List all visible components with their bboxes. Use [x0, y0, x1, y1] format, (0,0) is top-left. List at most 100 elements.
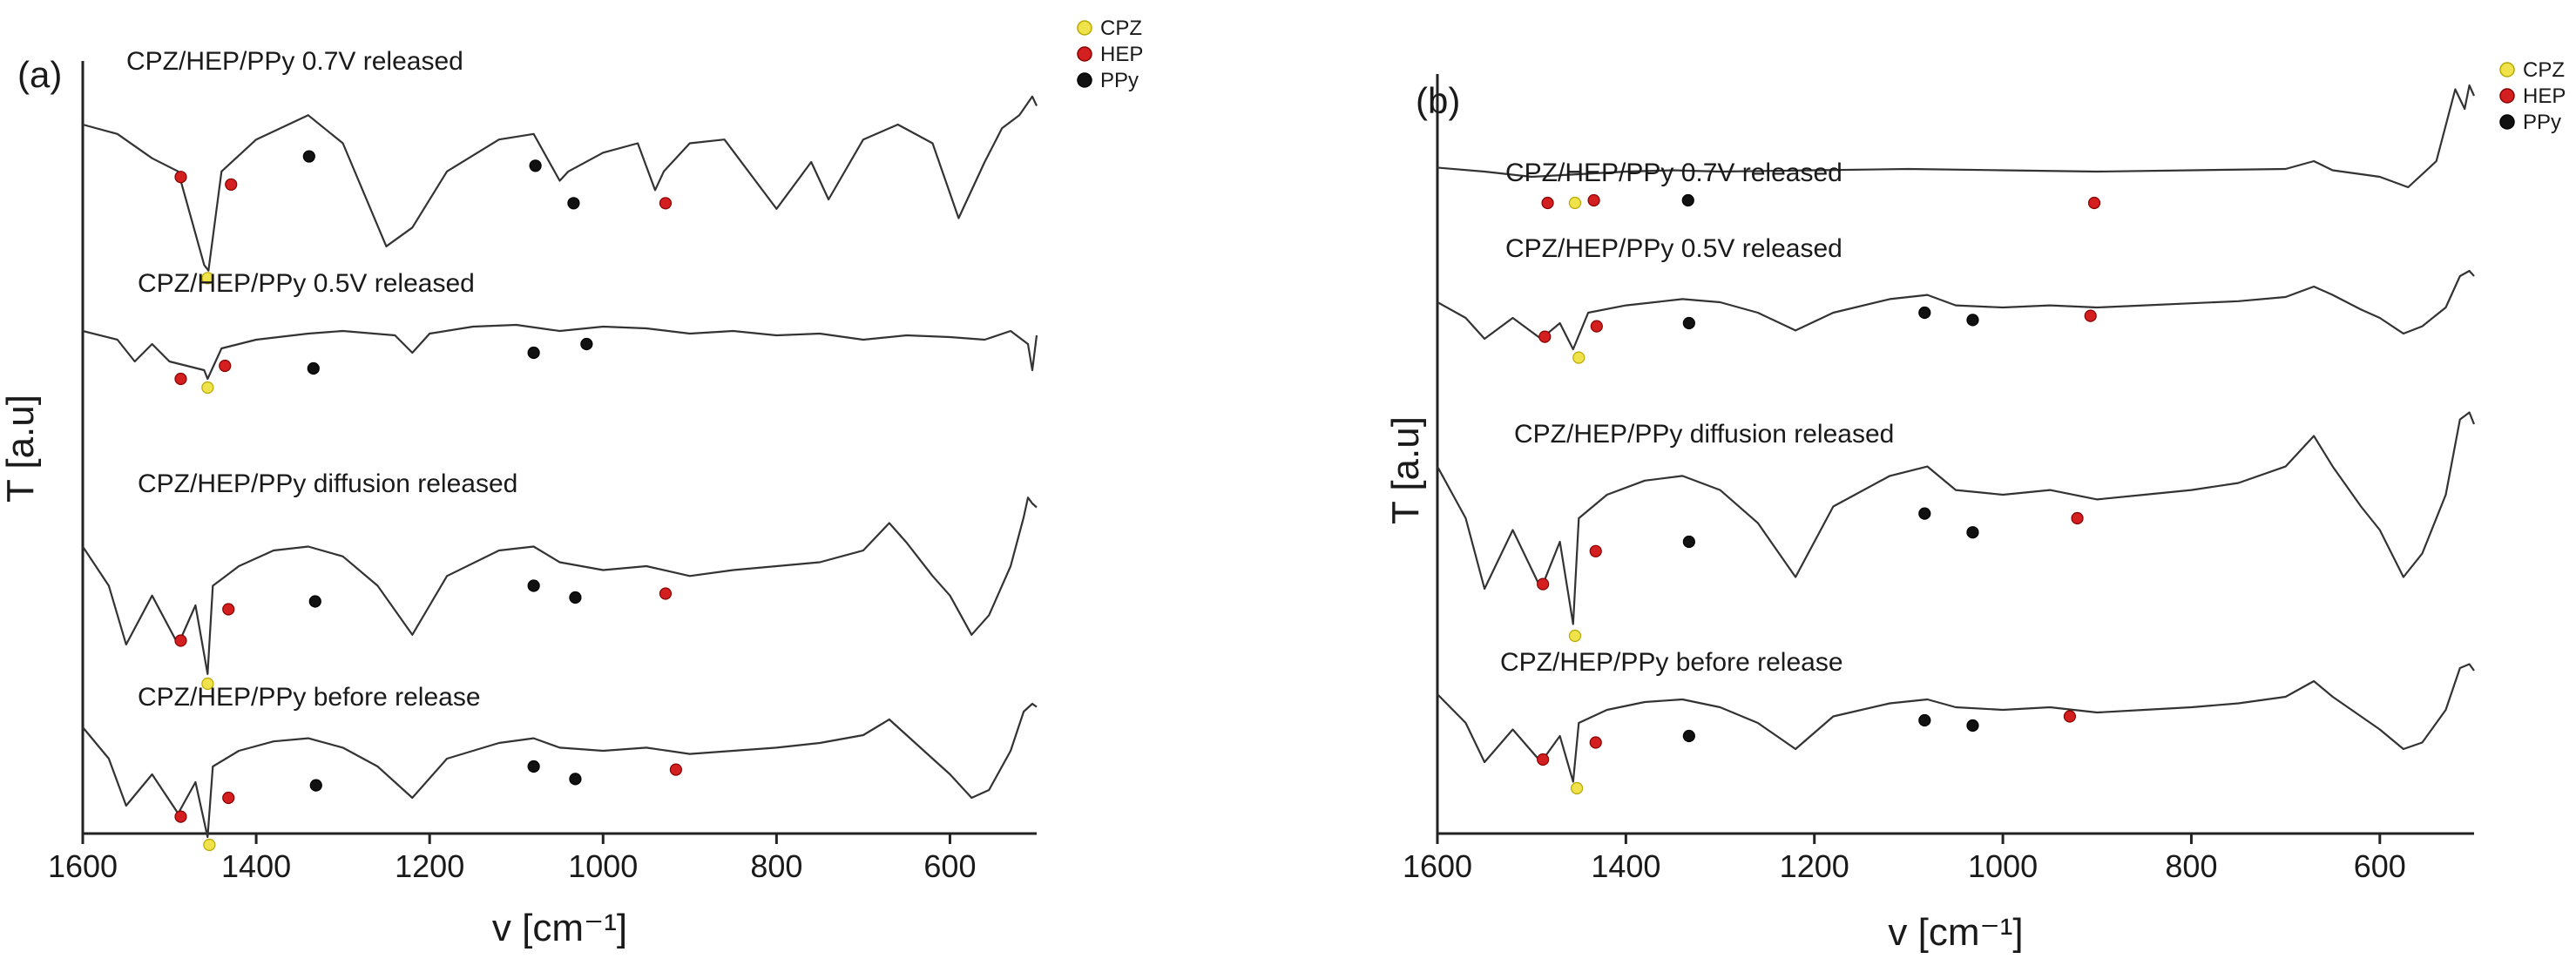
- series-label: CPZ/HEP/PPy before release: [1500, 648, 1843, 677]
- peak-marker-ppy: [580, 337, 593, 351]
- peak-marker-cpz: [201, 677, 214, 691]
- peak-marker-cpz: [1568, 629, 1582, 643]
- y-axis-label: T [a.u]: [0, 395, 42, 503]
- series-label: CPZ/HEP/PPy 0.7V released: [126, 47, 463, 76]
- spectrum-line: [1437, 269, 2475, 351]
- peak-marker-ppy: [569, 591, 582, 604]
- legend-hep-swatch: [2499, 88, 2515, 104]
- peak-marker-ppy: [307, 361, 320, 375]
- peak-marker-ppy: [1966, 719, 1979, 733]
- panel-a: (a) 1600 1400 1200 1000 800 600 v [cm⁻¹] T [a.u]…: [0, 17, 1143, 949]
- legend-ppy-swatch: [1077, 72, 1092, 88]
- panel-label: (a): [17, 54, 62, 95]
- peak-marker-hep: [174, 171, 187, 184]
- peak-marker-hep: [1590, 320, 1603, 333]
- peak-marker-hep: [659, 587, 673, 600]
- spectrum-line: [82, 702, 1038, 839]
- peak-marker-hep: [1537, 753, 1550, 766]
- x-tick-label: 1600: [1403, 848, 1472, 884]
- legend-ppy-label: PPy: [2523, 111, 2561, 134]
- x-tick-label: 800: [2165, 848, 2217, 884]
- peak-marker-hep: [174, 372, 187, 386]
- x-tick-label: 1200: [395, 848, 464, 884]
- spectrum-line: [82, 95, 1038, 272]
- spectrum-line: [1437, 84, 2476, 189]
- x-tick-label: 1600: [48, 848, 118, 884]
- peak-marker-ppy: [527, 579, 540, 592]
- peak-marker-cpz: [1568, 196, 1582, 210]
- x-tick-label: 1000: [568, 848, 638, 884]
- x-axis-label: v [cm⁻¹]: [492, 907, 627, 949]
- peak-marker-ppy: [1682, 729, 1695, 743]
- peak-marker-hep: [659, 197, 673, 210]
- x-tick-label: 800: [750, 848, 802, 884]
- x-tick-label: 1400: [1591, 848, 1660, 884]
- peak-marker-hep: [174, 634, 187, 647]
- peak-marker-ppy: [569, 773, 582, 786]
- legend-ppy-label: PPy: [1100, 69, 1139, 92]
- x-axis-label: v [cm⁻¹]: [1888, 911, 2023, 954]
- peak-marker-hep: [2063, 710, 2076, 723]
- peak-marker-hep: [1538, 330, 1552, 343]
- spectrum-line: [1437, 411, 2476, 625]
- peak-marker-ppy: [1918, 713, 1931, 727]
- legend-cpz-swatch: [1077, 20, 1092, 36]
- peak-marker-ppy: [1682, 535, 1695, 549]
- peak-marker-ppy: [527, 346, 540, 360]
- series-label: CPZ/HEP/PPy 0.7V released: [1505, 159, 1842, 187]
- x-tick-label: 1200: [1780, 848, 1849, 884]
- peak-marker-hep: [219, 359, 232, 373]
- legend-cpz-swatch: [2499, 62, 2515, 78]
- y-axis-label: T [a.u]: [1384, 416, 1427, 524]
- peak-marker-ppy: [529, 159, 542, 172]
- peak-marker-hep: [225, 178, 238, 191]
- peak-marker-ppy: [1681, 193, 1694, 207]
- x-tick-label: 1000: [1968, 848, 2038, 884]
- peak-marker-hep: [1587, 193, 1600, 207]
- peak-marker-ppy: [1966, 314, 1979, 327]
- series-label: CPZ/HEP/PPy diffusion released: [138, 469, 517, 498]
- peak-marker-cpz: [201, 272, 214, 285]
- peak-marker-hep: [222, 791, 235, 805]
- peak-marker-hep: [2087, 196, 2101, 210]
- peak-marker-ppy: [1682, 316, 1695, 330]
- peak-marker-ppy: [1918, 306, 1931, 320]
- peak-marker-hep: [1541, 196, 1554, 210]
- peak-marker-hep: [1589, 736, 1602, 749]
- x-tick-label: 600: [923, 848, 976, 884]
- spectrum-line: [1437, 663, 2475, 783]
- spectrum-line: [82, 496, 1038, 675]
- series-label: CPZ/HEP/PPy diffusion released: [1514, 420, 1894, 449]
- peak-marker-ppy: [1918, 507, 1931, 520]
- series-label: CPZ/HEP/PPy 0.5V released: [1505, 234, 1842, 263]
- legend-ppy-swatch: [2499, 114, 2515, 130]
- peak-marker-ppy: [567, 197, 580, 210]
- peak-marker-cpz: [1572, 351, 1585, 364]
- peak-marker-ppy: [308, 595, 321, 608]
- legend-hep-label: HEP: [2523, 84, 2566, 108]
- peak-marker-hep: [1589, 544, 1602, 557]
- peak-marker-hep: [1537, 577, 1550, 591]
- series-label: CPZ/HEP/PPy before release: [138, 683, 481, 712]
- peak-marker-hep: [2084, 309, 2097, 322]
- legend-hep-label: HEP: [1100, 43, 1143, 66]
- peak-marker-hep: [174, 810, 187, 823]
- legend-hep-swatch: [1077, 46, 1092, 62]
- legend-cpz-label: CPZ: [2523, 58, 2565, 82]
- peak-marker-ppy: [309, 779, 322, 792]
- peak-marker-ppy: [302, 150, 315, 163]
- peak-marker-cpz: [1571, 781, 1584, 795]
- spectrum-line: [82, 323, 1038, 381]
- series-label: CPZ/HEP/PPy 0.5V released: [138, 269, 475, 298]
- x-tick-label: 1400: [221, 848, 291, 884]
- peak-marker-ppy: [1966, 526, 1979, 539]
- legend-cpz-label: CPZ: [1100, 17, 1142, 40]
- peak-marker-hep: [222, 603, 235, 616]
- peak-marker-hep: [669, 763, 682, 776]
- peak-marker-cpz: [201, 381, 214, 395]
- peak-marker-hep: [2071, 511, 2084, 525]
- x-tick-label: 600: [2354, 848, 2406, 884]
- peak-marker-cpz: [203, 838, 216, 852]
